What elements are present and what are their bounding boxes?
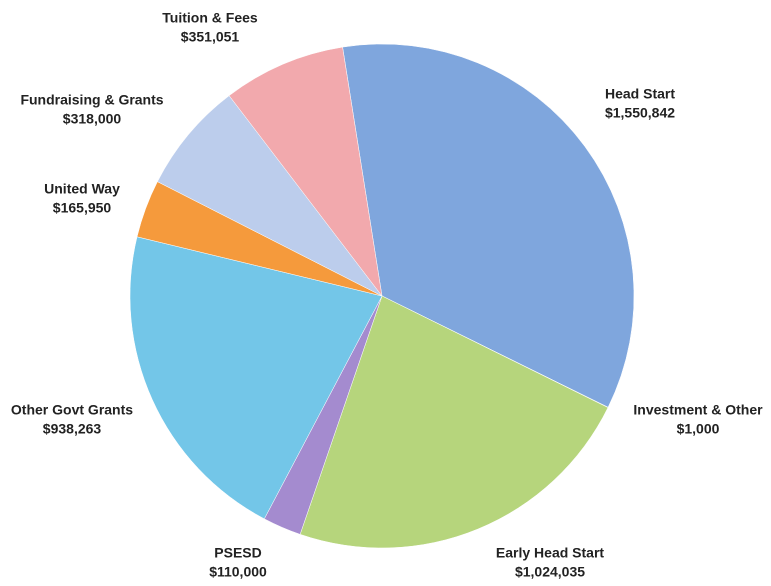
pie-slice — [228, 46, 383, 297]
slice-value: $1,024,035 — [515, 564, 585, 580]
slice-label: United Way — [44, 181, 120, 197]
pie-slice — [129, 236, 383, 520]
slice-value: $1,550,842 — [605, 105, 675, 121]
slice-label: PSESD — [214, 545, 261, 561]
slice-label: Fundraising & Grants — [20, 92, 163, 108]
slice-value: $351,051 — [181, 29, 240, 45]
slice-label: Early Head Start — [496, 545, 604, 561]
slice-value: $1,000 — [677, 421, 720, 437]
slice-value: $318,000 — [63, 111, 122, 127]
pie-slice — [342, 43, 635, 408]
slice-label: Head Start — [605, 86, 675, 102]
slice-value: $938,263 — [43, 421, 102, 437]
pie-slice — [157, 95, 383, 297]
pie-slice — [299, 295, 609, 549]
slice-label: Other Govt Grants — [11, 402, 133, 418]
slice-label: Tuition & Fees — [162, 10, 258, 26]
slice-value: $110,000 — [209, 564, 267, 580]
slice-value: $165,950 — [53, 200, 112, 216]
slice-label: Investment & Other — [633, 402, 763, 418]
